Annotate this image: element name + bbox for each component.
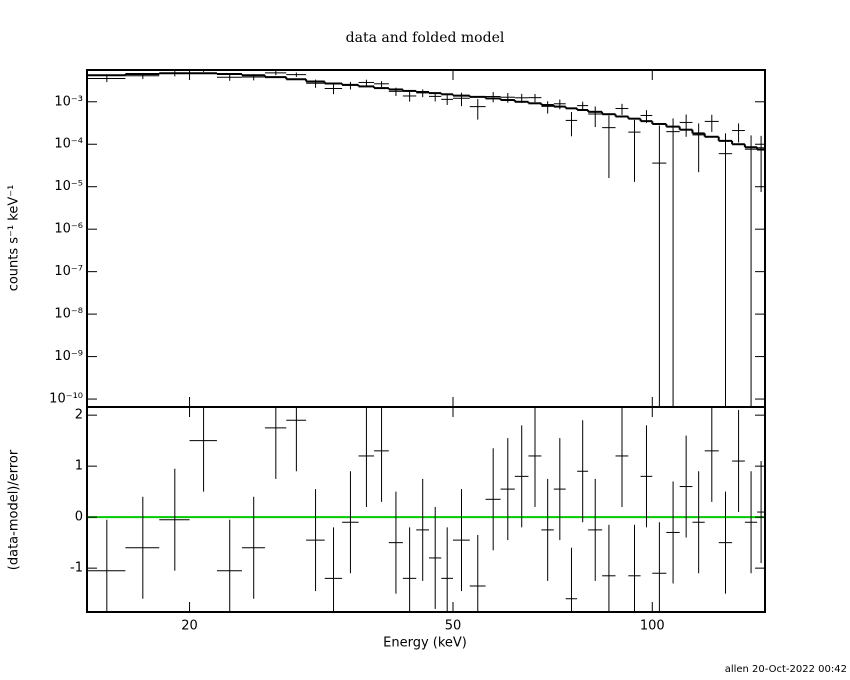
- footer: allen 20-Oct-2022 00:42: [725, 664, 847, 675]
- chart-title: data and folded model: [346, 30, 505, 46]
- y-tick-label: 10⁻⁵: [54, 179, 83, 194]
- y-tick-label: 10⁻⁹: [54, 349, 83, 364]
- y-axis-label: (data-model)/error: [7, 449, 22, 570]
- x-tick-label: 100: [640, 619, 665, 634]
- x-axis-label: Energy (keV): [383, 636, 467, 651]
- bottom-plot: [87, 407, 765, 612]
- y-tick-label: 2: [75, 408, 83, 423]
- x-tick-label: 50: [445, 619, 462, 634]
- y-tick-label: 10⁻⁶: [54, 222, 83, 237]
- bottom-frame: [86, 406, 766, 613]
- y-tick-label: -1: [70, 561, 83, 576]
- top-plot: [87, 70, 765, 407]
- x-tick-label: 20: [181, 619, 198, 634]
- y-tick-label: 10⁻⁷: [54, 264, 83, 279]
- y-tick-label: 10⁻³: [54, 94, 83, 109]
- y-tick-label: 1: [75, 459, 83, 474]
- y-tick-label: 10⁻⁴: [54, 137, 83, 152]
- y-tick-label: 10⁻¹⁰: [49, 392, 83, 407]
- y-axis-label: counts s⁻¹ keV⁻¹: [7, 185, 22, 292]
- y-tick-label: 0: [75, 510, 83, 525]
- top-frame: [86, 69, 766, 408]
- y-tick-label: 10⁻⁸: [54, 307, 83, 322]
